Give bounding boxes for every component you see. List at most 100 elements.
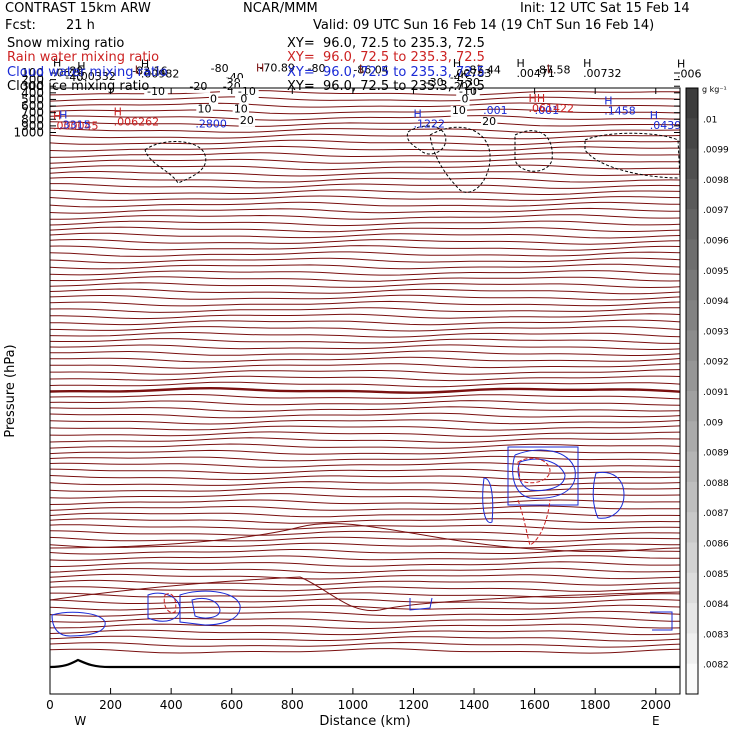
x-tick-label: 1200	[398, 698, 429, 712]
isotherm-line	[49, 276, 681, 282]
isotherm-line	[49, 257, 681, 264]
maximum-value: .00332	[77, 70, 116, 83]
isotherm-line	[49, 263, 681, 270]
isotherm-line	[50, 561, 681, 567]
colorbar-swatch	[686, 663, 698, 695]
isotherm-line	[49, 96, 681, 102]
isotherm-line	[49, 555, 680, 561]
plot-frame	[49, 87, 681, 695]
maximum-mark: H	[114, 106, 122, 119]
cloud-water-contour	[517, 458, 566, 491]
extremum-mark: L	[547, 62, 554, 75]
contour-label: -10	[147, 85, 165, 98]
colorbar-label: .01	[703, 115, 717, 125]
isotherm-line	[49, 232, 681, 239]
maximum-mark: H	[604, 95, 612, 108]
contour-label-bg	[456, 87, 480, 99]
y-tick-label: 500	[21, 92, 44, 106]
isotherm-line	[49, 449, 681, 455]
maximum-mark: H	[59, 108, 67, 121]
maximum-mark: H	[677, 58, 685, 71]
colorbar-swatch	[686, 239, 698, 271]
colorbar-swatch	[686, 542, 698, 574]
rain-water-contour	[517, 457, 551, 484]
maximum-value: .00471	[516, 67, 555, 80]
field-xy-cloud-ice: XY= 96.0, 72.5 to 235.3, 72.5	[287, 79, 485, 94]
field-name-cloud-water: Cloud water mixing ratio	[7, 65, 168, 80]
rain-water-contour	[517, 499, 551, 546]
cloud-water-contour	[482, 477, 494, 524]
isotherm-line	[49, 522, 681, 553]
colorbar-label: .0086	[703, 540, 729, 550]
field-xy-rain: XY= 96.0, 72.5 to 235.3, 72.5	[287, 50, 485, 65]
field-name-snow: Snow mixing ratio	[7, 36, 125, 51]
isotherm-line	[49, 499, 680, 505]
x-tick-label: 1800	[580, 698, 611, 712]
isotherm-line	[49, 177, 681, 183]
contour-label-bg	[144, 87, 168, 99]
contour-label-bg	[208, 94, 219, 106]
contour-label: -83.16	[132, 65, 167, 78]
colorbar-label: .0097	[703, 206, 729, 216]
isotherm-line	[49, 108, 681, 115]
cloud-water-contour	[51, 611, 106, 637]
contour-label-bg	[348, 65, 394, 77]
isotherm-line	[49, 251, 681, 257]
colorbar-swatch	[686, 572, 698, 604]
isotherm-line	[50, 356, 681, 363]
colorbar-swatch	[686, 148, 698, 180]
isotherm-line	[49, 393, 681, 400]
contour-label: -70.89	[259, 61, 294, 74]
isotherm-line	[50, 363, 681, 369]
maximum-mark: H	[516, 57, 524, 70]
y-axis-label: Pressure (hPa)	[3, 344, 18, 437]
colorbar-swatch	[686, 512, 698, 543]
x-tick-label: 1000	[338, 698, 369, 712]
field-xy-snow: XY= 96.0, 72.5 to 235.3, 72.5	[287, 36, 485, 51]
contour-label-bg	[62, 73, 87, 85]
isotherm-line	[49, 294, 681, 301]
init-time: Init: 12 UTC Sat 15 Feb 14	[520, 1, 690, 16]
cloud-water-contour	[179, 590, 241, 626]
colorbar-swatch	[686, 269, 698, 301]
maximum-value: .1458	[604, 105, 636, 118]
isotherm-line	[49, 381, 681, 388]
isotherm-line	[49, 207, 680, 214]
colorbar-label: .0082	[703, 661, 729, 671]
rain-water-contour	[163, 593, 177, 614]
x-axis-label: Distance (km)	[319, 714, 410, 729]
colorbar-unit: g kg⁻¹	[702, 85, 727, 94]
contour-label-bg	[238, 115, 256, 127]
isotherm-line	[49, 505, 680, 511]
maximum-value: .061422	[529, 102, 575, 115]
isotherm-line	[49, 573, 681, 580]
colorbar-label: .0096	[703, 237, 729, 247]
colorbar-frame	[685, 87, 699, 695]
maximum-value: .001	[535, 104, 560, 117]
maximum-value: .00732	[583, 67, 622, 80]
isotherm-line	[49, 576, 681, 612]
extremum-mark: L	[135, 63, 142, 76]
contour-label-bg	[450, 105, 468, 117]
contour-label: 10	[197, 102, 211, 115]
y-tick-label: 300	[21, 79, 44, 93]
maximum-value: .1222	[413, 117, 445, 130]
isotherm-line	[49, 270, 681, 276]
contour-label-bg	[480, 117, 498, 129]
isotherm-line	[49, 443, 681, 449]
contour-label: 10	[452, 104, 466, 117]
colorbar-swatch	[686, 451, 698, 483]
contour-label-bg	[460, 94, 470, 106]
isotherm-line	[49, 288, 681, 295]
cloud-water-contour	[650, 611, 673, 631]
colorbar-swatch	[686, 603, 698, 634]
isotherm-line	[49, 127, 681, 133]
maximum-value: .006	[677, 68, 702, 81]
isotherm-line	[49, 171, 681, 177]
x-tick-label: 600	[220, 698, 243, 712]
isotherm-line	[50, 313, 681, 320]
extremum-mark: L	[359, 62, 366, 75]
colorbar-swatch	[686, 421, 698, 453]
contour-label: -87.58	[535, 63, 570, 76]
colorbar-label: .0099	[703, 146, 729, 156]
